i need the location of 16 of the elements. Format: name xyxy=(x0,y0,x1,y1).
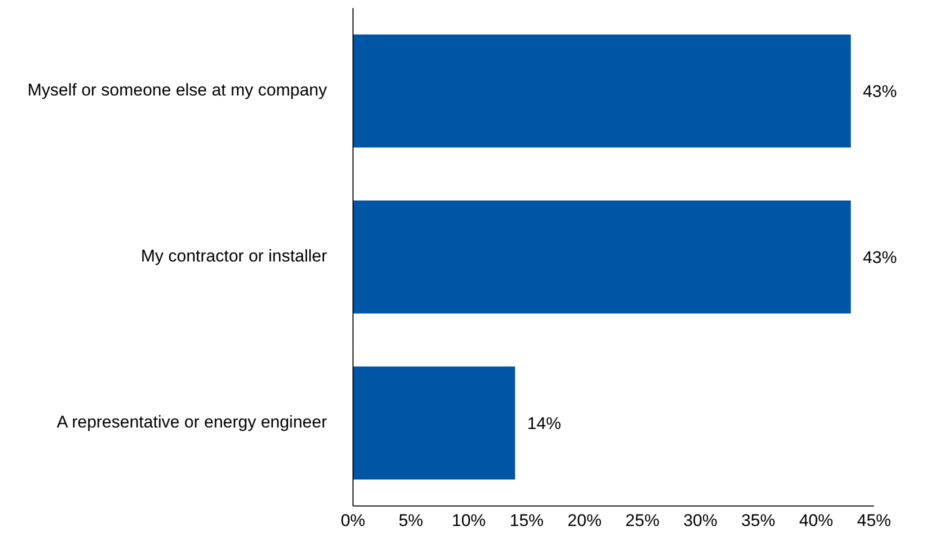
x-tick-label: 15% xyxy=(510,511,544,530)
x-tick-label: 10% xyxy=(452,511,486,530)
x-tick-label: 25% xyxy=(625,511,660,530)
data-label: 43% xyxy=(862,248,897,268)
y-tick-label: A representative or energy engineer xyxy=(56,412,328,432)
x-tick-label: 20% xyxy=(568,511,602,530)
x-tick-label: 30% xyxy=(683,511,718,530)
x-tick-label: 0% xyxy=(340,511,366,530)
data-label: 14% xyxy=(527,414,562,434)
y-tick-label: My contractor or installer xyxy=(140,246,328,266)
y-tick-label: Myself or someone else at my company xyxy=(27,80,328,100)
x-tick-label: 35% xyxy=(741,511,776,530)
x-tick-label: 40% xyxy=(799,511,834,530)
data-label: 43% xyxy=(862,82,897,102)
x-tick-label: 5% xyxy=(398,511,424,530)
x-tick-label: 45% xyxy=(856,511,892,530)
